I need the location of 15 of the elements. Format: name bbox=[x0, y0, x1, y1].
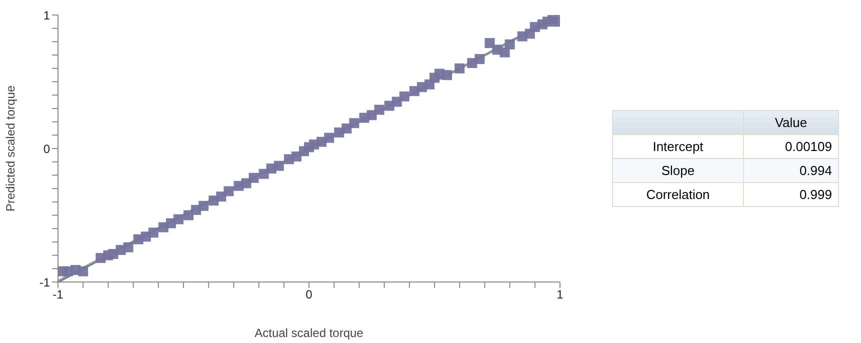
text: 0.994 bbox=[744, 158, 838, 182]
x-axis-title: Actual scaled torque bbox=[254, 326, 364, 340]
text: Correlation bbox=[612, 182, 744, 206]
y-tick-label: 1 bbox=[43, 8, 50, 22]
y-tick-label: -1 bbox=[39, 275, 50, 290]
x-tick-label: 1 bbox=[556, 288, 564, 302]
y-axis-title: Predicted scaled torque bbox=[3, 85, 18, 212]
text: Slope bbox=[612, 158, 744, 182]
x-tick-label: 0 bbox=[306, 288, 313, 302]
x-tick-label: -1 bbox=[52, 288, 64, 302]
text: 0.999 bbox=[744, 182, 838, 206]
text: 0.00109 bbox=[744, 134, 838, 158]
text: Intercept bbox=[612, 134, 744, 158]
text: Value bbox=[744, 110, 838, 134]
y-tick-label: 0 bbox=[43, 142, 50, 156]
